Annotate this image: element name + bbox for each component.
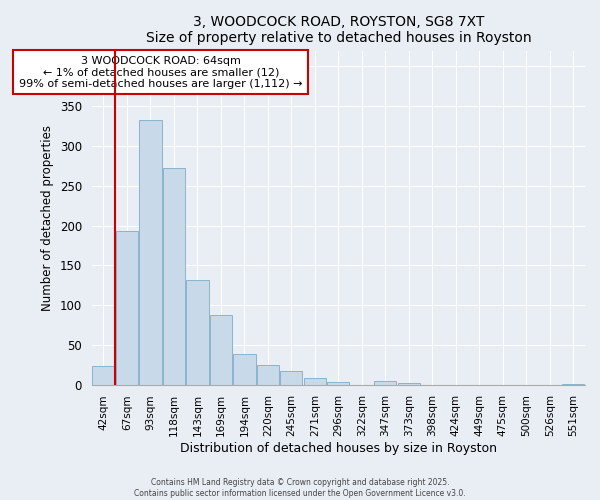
Text: Contains HM Land Registry data © Crown copyright and database right 2025.
Contai: Contains HM Land Registry data © Crown c… — [134, 478, 466, 498]
Bar — [280, 371, 302, 384]
Bar — [398, 383, 420, 384]
X-axis label: Distribution of detached houses by size in Royston: Distribution of detached houses by size … — [180, 442, 497, 455]
Bar — [163, 168, 185, 384]
Bar — [374, 382, 397, 384]
Bar — [327, 382, 349, 384]
Bar — [116, 231, 138, 384]
Bar — [186, 280, 209, 384]
Bar — [139, 120, 161, 384]
Bar — [210, 314, 232, 384]
Y-axis label: Number of detached properties: Number of detached properties — [41, 124, 54, 310]
Bar — [233, 354, 256, 384]
Title: 3, WOODCOCK ROAD, ROYSTON, SG8 7XT
Size of property relative to detached houses : 3, WOODCOCK ROAD, ROYSTON, SG8 7XT Size … — [146, 15, 531, 45]
Bar — [257, 364, 279, 384]
Bar — [92, 366, 115, 384]
Bar — [304, 378, 326, 384]
Text: 3 WOODCOCK ROAD: 64sqm
← 1% of detached houses are smaller (12)
99% of semi-deta: 3 WOODCOCK ROAD: 64sqm ← 1% of detached … — [19, 56, 302, 88]
